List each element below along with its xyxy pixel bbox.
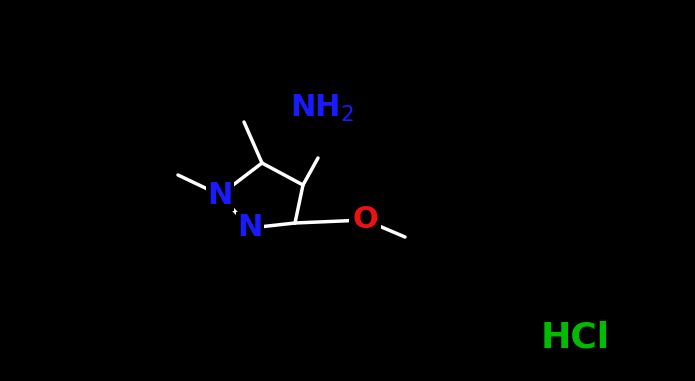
Text: O: O — [352, 205, 378, 234]
Text: HCl: HCl — [541, 321, 610, 355]
Text: NH$_2$: NH$_2$ — [290, 93, 354, 123]
Text: N: N — [207, 181, 233, 210]
Text: N: N — [237, 213, 263, 242]
